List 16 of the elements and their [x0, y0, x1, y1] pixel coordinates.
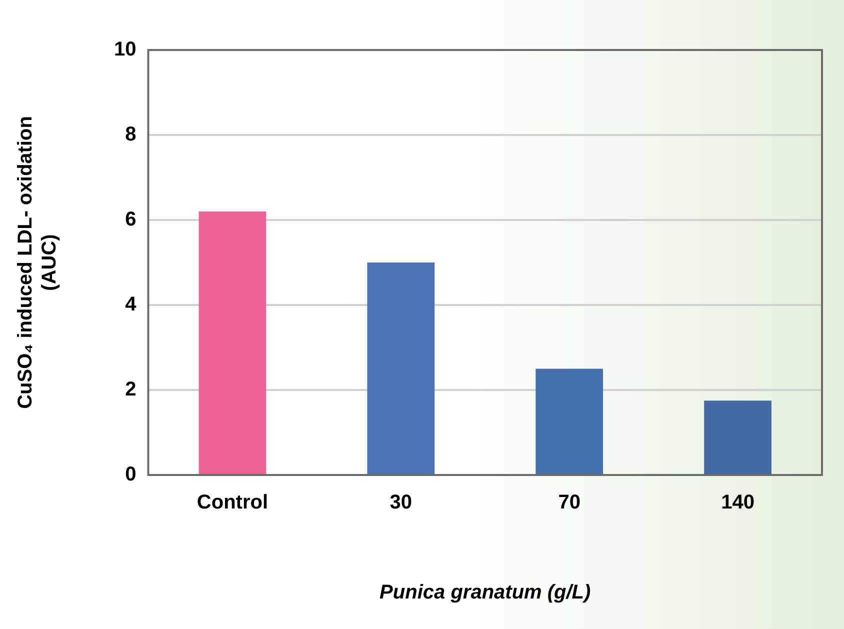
y-tick-label: 4: [125, 294, 138, 316]
bar: [536, 368, 604, 474]
x-tick-label: Control: [196, 492, 268, 514]
x-tick-label: 30: [390, 492, 412, 514]
bar: [367, 262, 435, 474]
y-tick-label: 0: [125, 464, 136, 486]
y-axis-title: CuSO₄ induced LDL- oxidation (AUC): [14, 116, 61, 409]
y-tick-label: 2: [125, 378, 136, 401]
x-tick-label: 140: [721, 492, 754, 514]
bar: [704, 400, 772, 474]
x-axis-title: Punica granatum (g/L): [380, 582, 592, 604]
bar: [198, 212, 266, 474]
x-tick-label: 70: [558, 492, 580, 514]
y-tick-label: 10: [114, 38, 136, 61]
y-tick-label: 6: [125, 208, 136, 231]
y-tick-label: 8: [125, 124, 136, 146]
